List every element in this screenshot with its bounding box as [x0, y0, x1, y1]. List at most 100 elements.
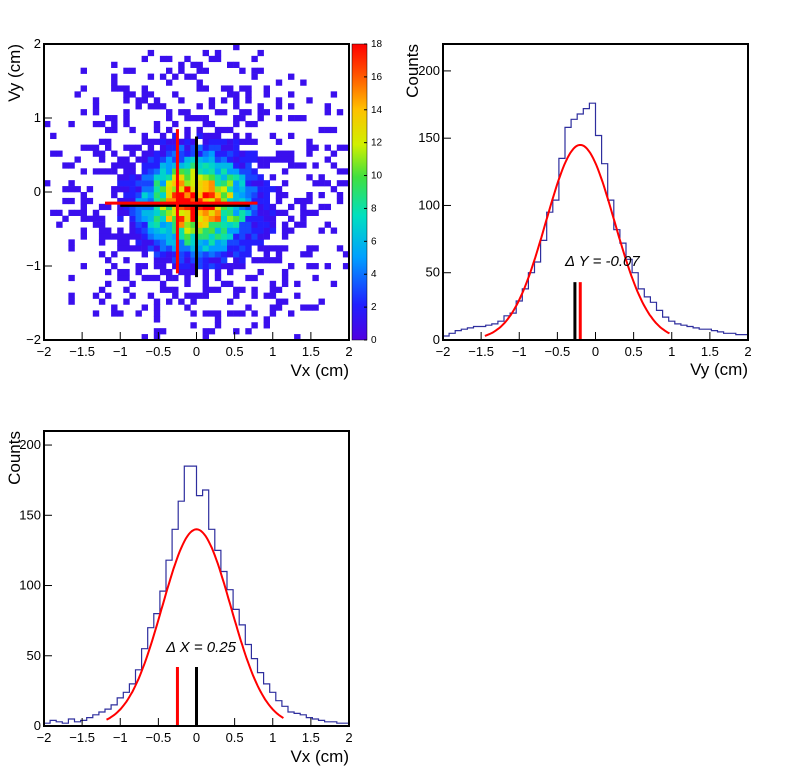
heatmap-cell: [251, 322, 258, 329]
heatmap-cell: [141, 227, 148, 234]
heatmap-cell: [147, 180, 155, 187]
heatmap-cell: [245, 233, 252, 240]
heatmap-cell: [159, 280, 167, 288]
heatmap-cell: [135, 310, 142, 317]
centroid-crosses: [105, 129, 258, 278]
heatmap-cell: [306, 263, 313, 270]
heatmap-cell: [202, 274, 209, 282]
heatmap-cell: [68, 292, 75, 299]
heatmap-cell: [318, 203, 325, 211]
heatmap-cell: [92, 310, 100, 317]
heatmap-cell: [135, 209, 142, 216]
heatmap-cell: [129, 144, 136, 151]
heatmap-cell: [227, 251, 234, 258]
heatmap-x-tick-label: −1.5: [69, 344, 95, 359]
heatmap-cell: [184, 150, 191, 157]
heatmap-cell: [129, 126, 136, 134]
heatmap-cell: [92, 292, 100, 299]
heatmap-cell: [111, 162, 118, 169]
heatmap-cell: [239, 85, 246, 92]
heatmap-cell: [227, 221, 234, 228]
heatmap-cell: [208, 150, 216, 157]
heatmap-cell: [263, 251, 270, 258]
vy-projection-panel: Δ Y = -0.07 −2 −1.5 −1 −0.5 0 0.5 1 1.5 2 0 50 100…: [403, 43, 752, 379]
heatmap-cell: [111, 85, 118, 92]
heatmap-cell: [263, 109, 270, 116]
heatmap-cell: [251, 227, 258, 234]
heatmap-cell: [147, 215, 155, 222]
heatmap-cell: [288, 132, 295, 140]
heatmap-cell: [74, 91, 81, 98]
heatmap-cell: [251, 292, 258, 299]
heatmap-cell: [159, 73, 167, 80]
heatmap-cell: [275, 304, 283, 311]
heatmap-cell: [208, 233, 216, 240]
heatmap-cell: [117, 197, 124, 205]
heatmap-cell: [166, 227, 173, 234]
heatmap-cell: [117, 274, 124, 282]
heatmap-cell: [196, 115, 203, 122]
heatmap-cell: [251, 120, 258, 128]
heatmap-cell: [269, 209, 277, 216]
heatmap-cell: [172, 233, 179, 240]
heatmap-cell: [275, 286, 283, 293]
heatmap-cell: [294, 280, 301, 288]
heatmap-cell: [159, 55, 167, 63]
heatmap-cell: [220, 180, 228, 187]
heatmap-x-axis-label: Vx (cm): [290, 361, 349, 380]
heatmap-cell: [98, 168, 106, 175]
vy-x-tick-label: −0.5: [545, 344, 571, 359]
heatmap-cell: [166, 162, 173, 169]
heatmap-cell: [190, 73, 197, 80]
heatmap-cell: [288, 263, 295, 270]
heatmap-cell: [227, 91, 234, 98]
heatmap-cell: [123, 97, 130, 104]
heatmap-cell: [184, 239, 191, 246]
heatmap-cell: [263, 209, 270, 216]
heatmap-cell: [178, 251, 185, 258]
heatmap-cell: [159, 192, 167, 199]
heatmap-cell: [141, 85, 148, 92]
heatmap-cell: [56, 221, 63, 228]
heatmap-cell: [159, 268, 167, 276]
heatmap-cell: [275, 209, 283, 216]
heatmap-cell: [159, 174, 167, 181]
vx-x-tick-label: 0: [193, 730, 200, 745]
vx-x-axis-label: Vx (cm): [290, 747, 349, 766]
heatmap-y-tick-label: 0: [34, 184, 41, 199]
vy-mean-markers: [573, 282, 582, 340]
heatmap-cell: [135, 203, 142, 211]
heatmap-cell: [129, 233, 136, 240]
heatmap-cell: [159, 257, 167, 264]
heatmap-cell: [190, 292, 197, 299]
heatmap-cell: [184, 168, 191, 175]
heatmap-cell: [98, 150, 106, 157]
heatmap-cell: [239, 239, 246, 246]
heatmap-cell: [190, 192, 197, 199]
heatmap-cell: [159, 103, 167, 110]
heatmap-cell: [159, 186, 167, 193]
heatmap-cell: [98, 138, 106, 145]
heatmap-cell: [141, 245, 148, 252]
heatmap-cell: [269, 174, 277, 181]
heatmap-cell: [239, 310, 246, 317]
heatmap-cell: [153, 126, 161, 134]
heatmap-cell: [306, 97, 313, 104]
heatmap-cell: [233, 144, 240, 151]
heatmap-cell: [184, 55, 191, 63]
heatmap-cell: [153, 138, 161, 145]
heatmap-cell: [233, 221, 240, 228]
heatmap-cell: [227, 298, 234, 305]
heatmap-cell: [245, 215, 252, 222]
heatmap-cell: [123, 197, 130, 205]
heatmap-cell: [111, 120, 118, 128]
heatmap-cell: [245, 162, 252, 169]
heatmap-cell: [129, 280, 136, 288]
heatmap-cell: [336, 144, 344, 151]
heatmap-cell: [111, 115, 118, 122]
heatmap-cell: [135, 197, 142, 205]
heatmap-cell: [220, 197, 228, 205]
heatmap-cell: [141, 150, 148, 157]
heatmap-cell: [208, 180, 216, 187]
